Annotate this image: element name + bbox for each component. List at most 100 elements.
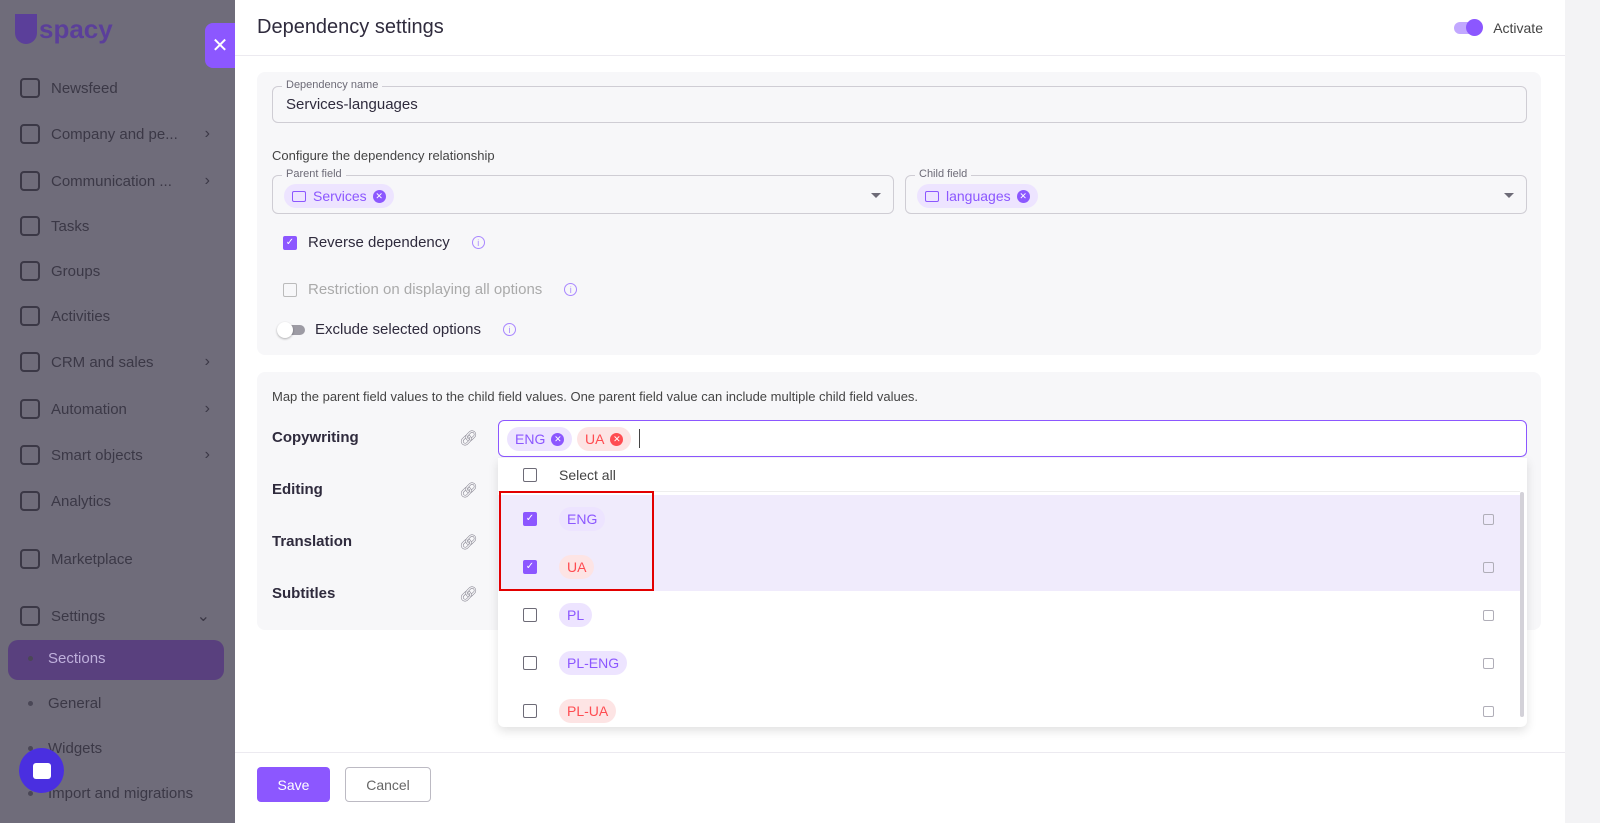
option-item[interactable]: PL-UA	[498, 687, 1520, 727]
option-chip: PL-ENG	[559, 651, 628, 675]
nav-icon	[20, 78, 40, 98]
dependency-name-field[interactable]: Dependency name Services-languages	[272, 79, 1527, 123]
checkbox[interactable]	[523, 608, 537, 622]
scrollbar[interactable]	[1520, 492, 1524, 717]
nav-icon	[20, 491, 40, 511]
option-item[interactable]: PL	[498, 591, 1520, 639]
nav-icon	[20, 399, 40, 419]
copy-icon[interactable]	[1483, 513, 1494, 525]
select-all-option[interactable]: Select all	[498, 458, 1520, 492]
nav-icon	[20, 216, 40, 236]
remove-chip-icon[interactable]: ✕	[372, 189, 386, 203]
sidebar-item-groups[interactable]: Groups	[20, 256, 210, 286]
info-icon[interactable]: i	[502, 323, 516, 336]
sidebar-item-smart-objects[interactable]: Smart objects ›	[20, 440, 210, 470]
nav-label: CRM and sales	[51, 353, 154, 371]
toggle-switch[interactable]	[1454, 18, 1484, 36]
field-legend: Parent field	[282, 168, 346, 180]
remove-chip-icon[interactable]: ✕	[1016, 189, 1030, 203]
sidebar: spacy Newsfeed Company and pe... › Communic…	[0, 0, 235, 823]
sidebar-item-company-and-pe-[interactable]: Company and pe... ›	[20, 119, 210, 149]
nav-label: Marketplace	[51, 550, 133, 568]
link-icon[interactable]: 🔗︎	[459, 482, 479, 499]
reverse-dependency-checkbox[interactable]: ✓ Reverse dependency i	[283, 234, 485, 251]
copy-icon[interactable]	[1483, 609, 1494, 621]
nav-label: Communication ...	[51, 172, 172, 190]
remove-chip-icon[interactable]: ✕	[551, 432, 565, 446]
nav-icon	[20, 352, 40, 372]
link-icon[interactable]: 🔗︎	[459, 430, 479, 447]
selected-chip: UA ✕	[577, 427, 632, 451]
exclude-selected-toggle[interactable]: Exclude selected options i	[277, 321, 516, 338]
remove-chip-icon[interactable]: ✕	[610, 432, 624, 446]
field-icon	[292, 190, 306, 202]
option-chip: UA	[559, 555, 595, 579]
parent-value-label: Subtitles	[272, 585, 336, 602]
panel-header: Dependency settings Activate	[235, 0, 1565, 56]
nav-label: Analytics	[51, 492, 112, 510]
nav-icon	[20, 549, 40, 569]
copy-icon[interactable]	[1483, 657, 1494, 669]
option-item[interactable]: ✓ ENG	[498, 495, 1520, 543]
sidebar-item-newsfeed[interactable]: Newsfeed	[20, 73, 210, 103]
parent-value-label: Copywriting	[272, 429, 359, 446]
sidebar-subitem[interactable]: Import and migrations	[28, 785, 193, 802]
caret-down-icon[interactable]	[1504, 193, 1514, 198]
nav-icon	[20, 124, 40, 144]
activate-toggle[interactable]: Activate	[1454, 18, 1543, 36]
checkbox[interactable]: ✓	[523, 560, 537, 574]
caret-down-icon[interactable]	[871, 193, 881, 198]
close-panel-button[interactable]: ✕	[205, 23, 235, 68]
sidebar-item-marketplace[interactable]: Marketplace	[20, 544, 210, 574]
option-item[interactable]: ✓ UA	[498, 543, 1520, 591]
toggle-switch[interactable]	[277, 321, 305, 338]
checkbox[interactable]: ✓	[523, 512, 537, 526]
checkbox[interactable]	[523, 656, 537, 670]
parent-field-select[interactable]: Parent field Services ✕	[272, 168, 894, 214]
checkbox[interactable]	[283, 282, 297, 297]
option-chip: ENG	[559, 507, 606, 531]
parent-value-label: Editing	[272, 481, 323, 498]
sidebar-subitem[interactable]: Sections	[28, 650, 106, 667]
parent-value-label: Translation	[272, 533, 353, 550]
sidebar-item-activities[interactable]: Activities	[20, 301, 210, 331]
checkbox[interactable]	[523, 467, 537, 482]
link-icon[interactable]: 🔗︎	[459, 586, 479, 603]
sidebar-item-automation[interactable]: Automation ›	[20, 394, 210, 424]
uspacy-logo: spacy	[15, 14, 113, 45]
checkbox-checked[interactable]: ✓	[283, 235, 297, 250]
link-icon[interactable]: 🔗︎	[459, 534, 479, 551]
nav-label: Settings	[51, 607, 106, 625]
cancel-button[interactable]: Cancel	[345, 767, 431, 802]
option-item[interactable]: PL-ENG	[498, 639, 1520, 687]
chevron-icon: ›	[204, 125, 210, 142]
nav-label: Company and pe...	[51, 125, 178, 143]
info-icon[interactable]: i	[471, 236, 485, 249]
sidebar-item-analytics[interactable]: Analytics	[20, 486, 210, 516]
sidebar-subitem[interactable]: Widgets	[28, 740, 102, 757]
nav-label: Tasks	[51, 217, 90, 235]
dependency-panel: Dependency settings Activate Dependency …	[235, 0, 1565, 823]
nav-label: Automation	[51, 400, 127, 418]
nav-icon	[20, 306, 40, 326]
copy-icon[interactable]	[1483, 705, 1494, 717]
sidebar-item-crm-and-sales[interactable]: CRM and sales ›	[20, 347, 210, 377]
restriction-checkbox[interactable]: Restriction on displaying all options i	[283, 281, 578, 298]
checkbox[interactable]	[523, 704, 537, 718]
page-title: Dependency settings	[257, 16, 444, 38]
copy-icon[interactable]	[1483, 561, 1494, 573]
sidebar-item-communication-[interactable]: Communication ... ›	[20, 166, 210, 196]
active-sub-highlight	[8, 640, 224, 680]
sidebar-item-settings[interactable]: Settings ⌄	[20, 601, 210, 631]
nav-icon	[20, 445, 40, 465]
map-description: Map the parent field values to the child…	[272, 389, 919, 404]
save-button[interactable]: Save	[257, 767, 330, 802]
child-values-input[interactable]: ENG ✕ UA ✕	[498, 420, 1527, 457]
nav-label: Smart objects	[51, 446, 143, 464]
info-icon[interactable]: i	[564, 283, 578, 296]
sidebar-item-tasks[interactable]: Tasks	[20, 211, 210, 241]
child-field-select[interactable]: Child field languages ✕	[905, 168, 1527, 214]
nav-label: Newsfeed	[51, 79, 118, 97]
sidebar-subitem[interactable]: General	[28, 695, 101, 712]
chat-button[interactable]	[19, 748, 64, 793]
